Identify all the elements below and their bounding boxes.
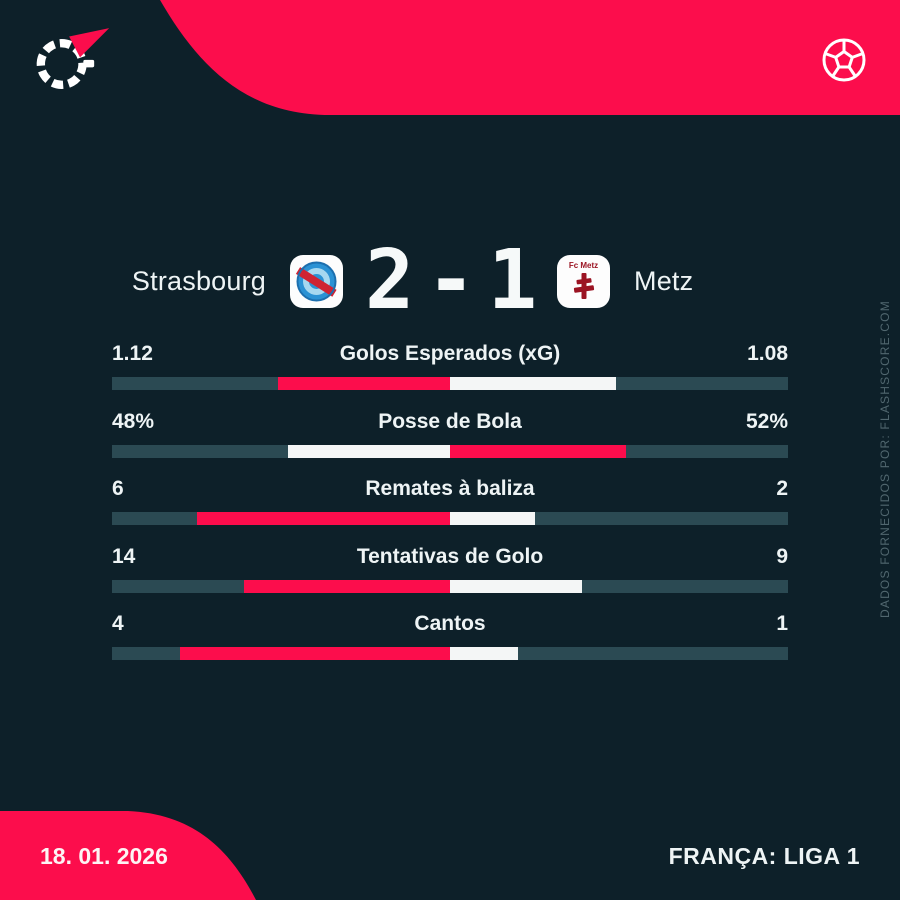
stat-away-value: 1 [776,612,788,635]
stat-bar [112,647,788,660]
stat-label: Cantos [414,612,486,635]
data-provider-watermark: DADOS FORNECIDOS POR: FLASHSCORE.COM [878,300,892,618]
away-team-name: Metz [634,265,694,296]
flashscore-logo-icon [36,28,110,89]
stat-home-value: 48% [112,409,155,433]
stat-away-value: 1.08 [747,342,788,365]
stat-row-goal-attempts: 14 Tentativas de Golo 9 [112,544,788,593]
home-team-crest [290,254,343,308]
score-separator: - [426,233,475,328]
strasbourg-crest-icon [295,261,337,301]
stat-bar [112,377,788,390]
stat-home-value: 4 [112,612,124,635]
league-label: FRANÇA: LIGA 1 [668,843,860,869]
stat-label: Posse de Bola [378,409,522,433]
stat-away-value: 52% [745,409,788,433]
match-header: Strasbourg 2 - 1 Fc Metz Metz [0,240,900,322]
home-team-name: Strasbourg [131,265,266,296]
stat-label: Golos Esperados (xG) [339,342,561,365]
away-score: 1 [487,233,537,328]
stat-bar [112,444,788,458]
home-score: 2 [364,233,414,328]
stat-label: Tentativas de Golo [356,544,544,568]
stat-row-corners: 4 Cantos 1 [112,612,788,660]
stat-row-xg: 1.12 Golos Esperados (xG) 1.08 [112,342,788,390]
metz-crest-text: Fc Metz [568,261,599,270]
stat-row-shots-on-target: 6 Remates à baliza 2 [112,477,788,525]
soccer-ball-icon [822,38,866,82]
away-team-crest: Fc Metz [557,254,610,308]
bottom-red-blob [0,811,256,900]
stat-away-value: 9 [776,544,788,568]
top-red-band [160,0,900,115]
stat-bar [112,512,788,525]
match-date: 18. 01. 2026 [40,843,168,869]
stat-home-value: 6 [112,477,124,500]
stat-bar [112,579,788,593]
stat-away-value: 2 [776,477,788,500]
stat-row-possession: 48% Posse de Bola 52% [112,409,788,458]
stat-home-value: 14 [112,544,136,568]
metz-cross-icon [573,273,594,299]
match-stats: 1.12 Golos Esperados (xG) 1.08 48% Posse… [112,342,788,680]
stat-label: Remates à baliza [365,477,535,500]
stat-home-value: 1.12 [112,342,153,365]
score: 2 - 1 [343,240,557,322]
